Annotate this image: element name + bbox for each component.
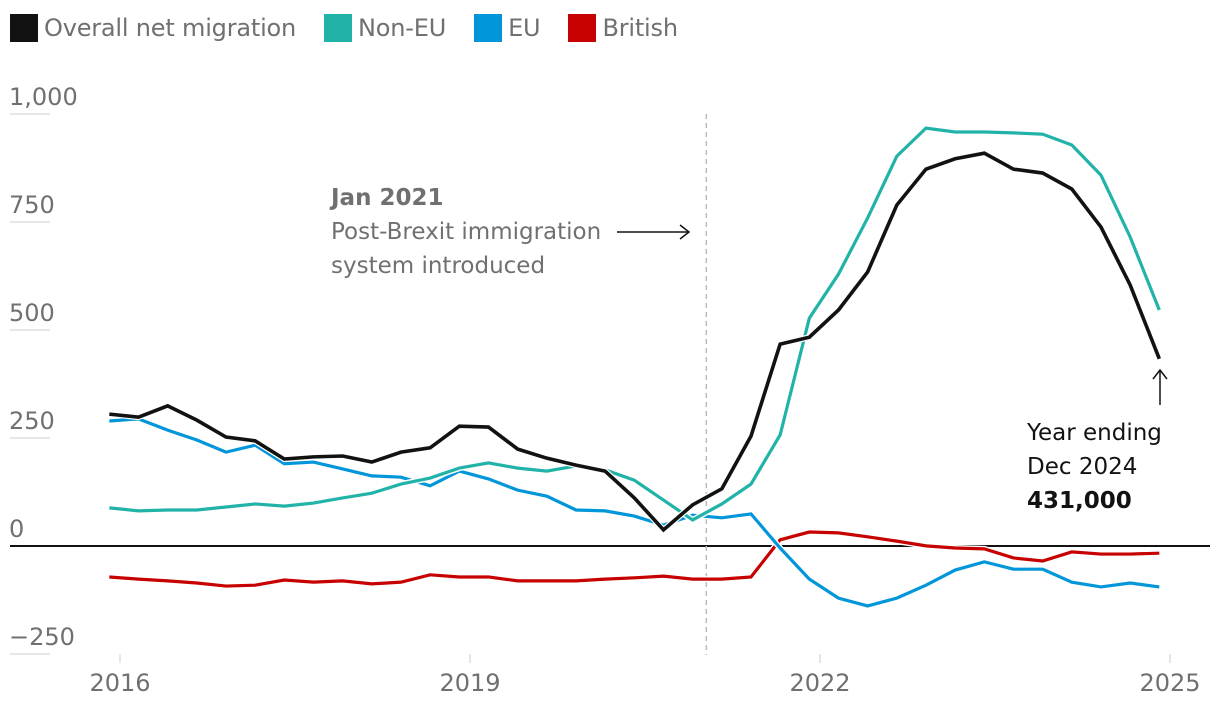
legend-item-non-eu: Non-EU bbox=[324, 14, 446, 42]
x-tick-label: 2025 bbox=[1139, 669, 1200, 697]
series-line-non-eu bbox=[109, 126, 1161, 522]
up-arrow-icon bbox=[1152, 368, 1168, 405]
x-tick-label: 2022 bbox=[789, 669, 850, 697]
series-line-overall-net-migration bbox=[109, 151, 1161, 533]
series-group bbox=[109, 124, 1163, 610]
series-line-british bbox=[109, 530, 1160, 588]
brexit-annotation: Jan 2021 Post-Brexit immigration system … bbox=[329, 185, 691, 279]
annotation-line2: system introduced bbox=[331, 253, 545, 279]
legend-item-overall: Overall net migration bbox=[10, 14, 296, 42]
legend: Overall net migration Non-EU EU British bbox=[10, 14, 706, 42]
right-arrow-icon bbox=[617, 224, 691, 240]
end-label-line1: Year ending bbox=[1026, 420, 1162, 446]
y-tick-label: 0 bbox=[9, 515, 24, 543]
legend-label-overall: Overall net migration bbox=[44, 14, 297, 42]
y-tick-label: −250 bbox=[9, 623, 75, 651]
series-british bbox=[109, 529, 1160, 590]
series-overall-net-migration bbox=[109, 150, 1163, 535]
legend-label-british: British bbox=[602, 14, 678, 42]
y-tick-label: 750 bbox=[9, 191, 55, 219]
end-annotation: Year ending Dec 2024 431,000 bbox=[1026, 368, 1168, 514]
x-tick-label: 2019 bbox=[439, 669, 500, 697]
end-label-value: 431,000 bbox=[1027, 488, 1132, 514]
series-halo-non-eu bbox=[109, 124, 1163, 524]
y-tick-label: 500 bbox=[9, 299, 55, 327]
legend-swatch-non-eu bbox=[324, 14, 353, 42]
legend-label-eu: EU bbox=[508, 14, 541, 42]
series-halo-overall-net-migration bbox=[109, 150, 1163, 535]
y-tick-label: 250 bbox=[9, 407, 55, 435]
legend-item-eu: EU bbox=[474, 14, 541, 42]
series-eu bbox=[109, 415, 1160, 610]
legend-swatch-eu bbox=[474, 14, 503, 42]
x-tick-label: 2016 bbox=[89, 669, 150, 697]
y-tick-label: 1,000 bbox=[9, 83, 78, 111]
legend-label-non-eu: Non-EU bbox=[358, 14, 447, 42]
legend-swatch-overall bbox=[10, 14, 38, 42]
y-axis: −250 0 250 500 750 1,000 bbox=[9, 83, 78, 655]
legend-item-british: British bbox=[568, 14, 678, 42]
series-non-eu bbox=[109, 124, 1163, 524]
end-label-line2: Dec 2024 bbox=[1027, 454, 1137, 480]
annotation-title: Jan 2021 bbox=[329, 185, 443, 211]
legend-swatch-british bbox=[568, 14, 597, 42]
annotation-line1: Post-Brexit immigration bbox=[331, 219, 601, 245]
x-axis: 2016 2019 2022 2025 bbox=[89, 654, 1201, 697]
